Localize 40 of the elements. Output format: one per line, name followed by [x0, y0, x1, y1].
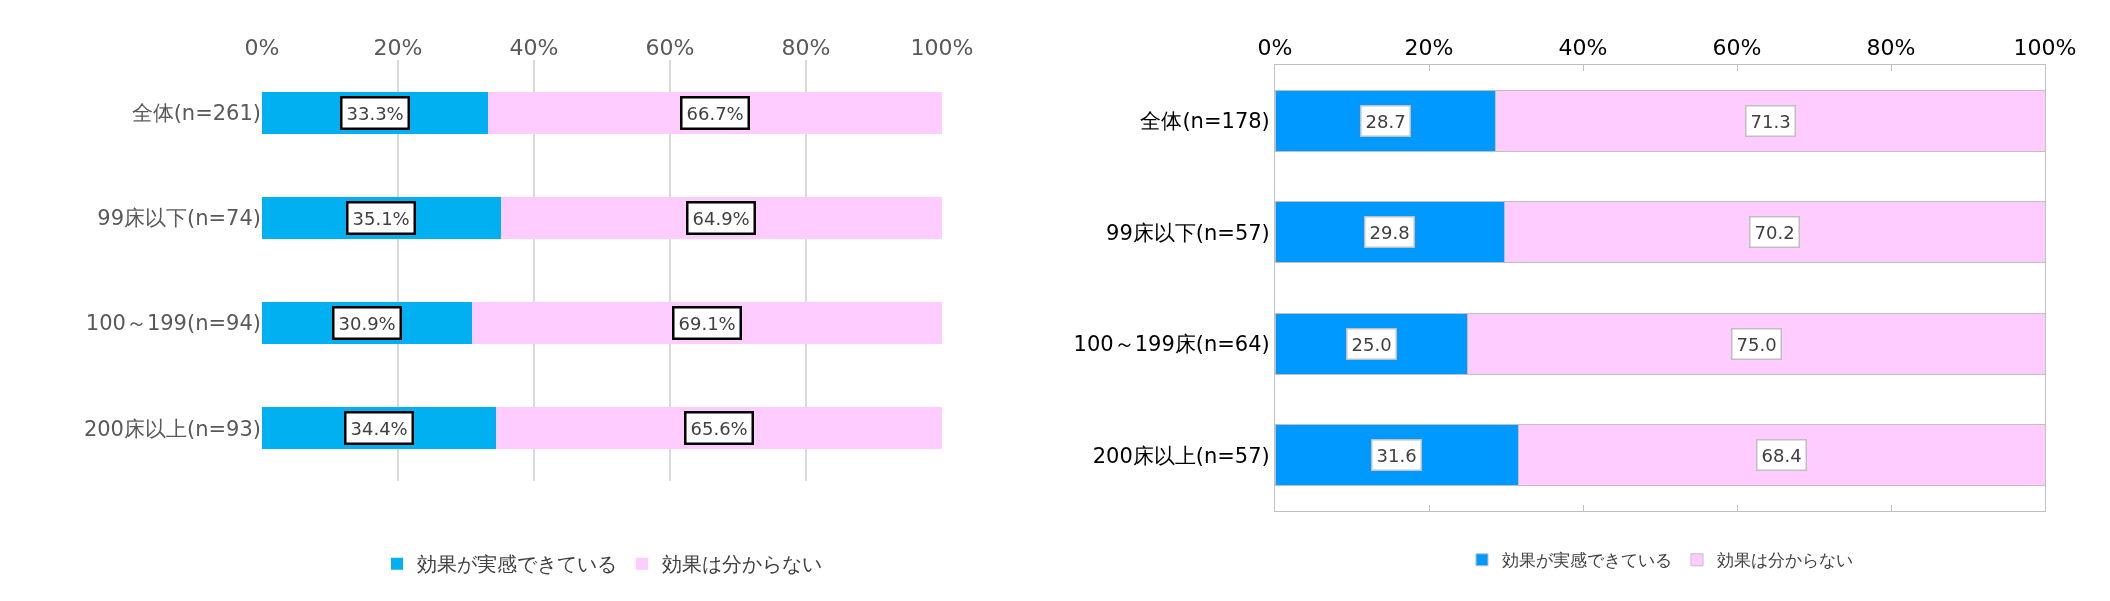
y-tick-label: 100～199(n=94) — [85, 311, 261, 336]
data-label: 75.0 — [1736, 333, 1777, 355]
data-label: 70.2 — [1754, 221, 1795, 243]
x-tick-label: 0% — [1257, 35, 1293, 61]
data-label: 34.4% — [350, 417, 408, 439]
x-tick-label: 80% — [781, 34, 831, 60]
data-label: 71.3 — [1750, 110, 1791, 132]
x-tick-label: 100% — [910, 34, 974, 60]
x-tick-label: 100% — [2013, 35, 2077, 61]
data-label: 65.6% — [690, 417, 748, 439]
data-label: 35.1% — [352, 207, 410, 229]
y-tick-label: 全体(n=261) — [131, 100, 261, 125]
x-tick-label: 60% — [645, 34, 695, 60]
data-label: 25.0 — [1351, 333, 1392, 355]
data-label: 68.4 — [1761, 444, 1802, 466]
data-label: 29.8 — [1369, 221, 1410, 243]
x-tick-label: 40% — [509, 34, 559, 60]
data-label: 69.1% — [678, 312, 736, 334]
data-label: 33.3% — [346, 102, 404, 124]
x-tick-label: 20% — [373, 34, 423, 60]
y-tick-label: 200床以上(n=57) — [1092, 443, 1270, 468]
y-tick-label: 100～199床(n=64) — [1073, 332, 1270, 357]
data-label: 28.7 — [1365, 110, 1406, 132]
x-tick-label: 20% — [1404, 35, 1454, 61]
y-tick-label: 99床以下(n=57) — [1106, 220, 1270, 245]
data-label: 30.9% — [338, 312, 396, 334]
legend-label: 効果が実感できている — [417, 552, 617, 577]
x-tick-label: 60% — [1712, 35, 1762, 61]
y-tick-label: 99床以下(n=74) — [97, 206, 261, 231]
data-label: 31.6 — [1376, 444, 1417, 466]
x-tick-label: 0% — [244, 34, 280, 60]
x-tick-label: 40% — [1558, 35, 1608, 61]
legend-label: 効果は分からない — [662, 552, 822, 577]
data-label: 64.9% — [692, 207, 750, 229]
data-label: 66.7% — [686, 102, 744, 124]
legend-label: 効果は分からない — [1717, 550, 1853, 571]
y-tick-label: 200床以上(n=93) — [83, 416, 261, 441]
x-tick-label: 80% — [1866, 35, 1916, 61]
legend-label: 効果が実感できている — [1502, 550, 1672, 571]
y-tick-label: 全体(n=178) — [1140, 109, 1270, 134]
